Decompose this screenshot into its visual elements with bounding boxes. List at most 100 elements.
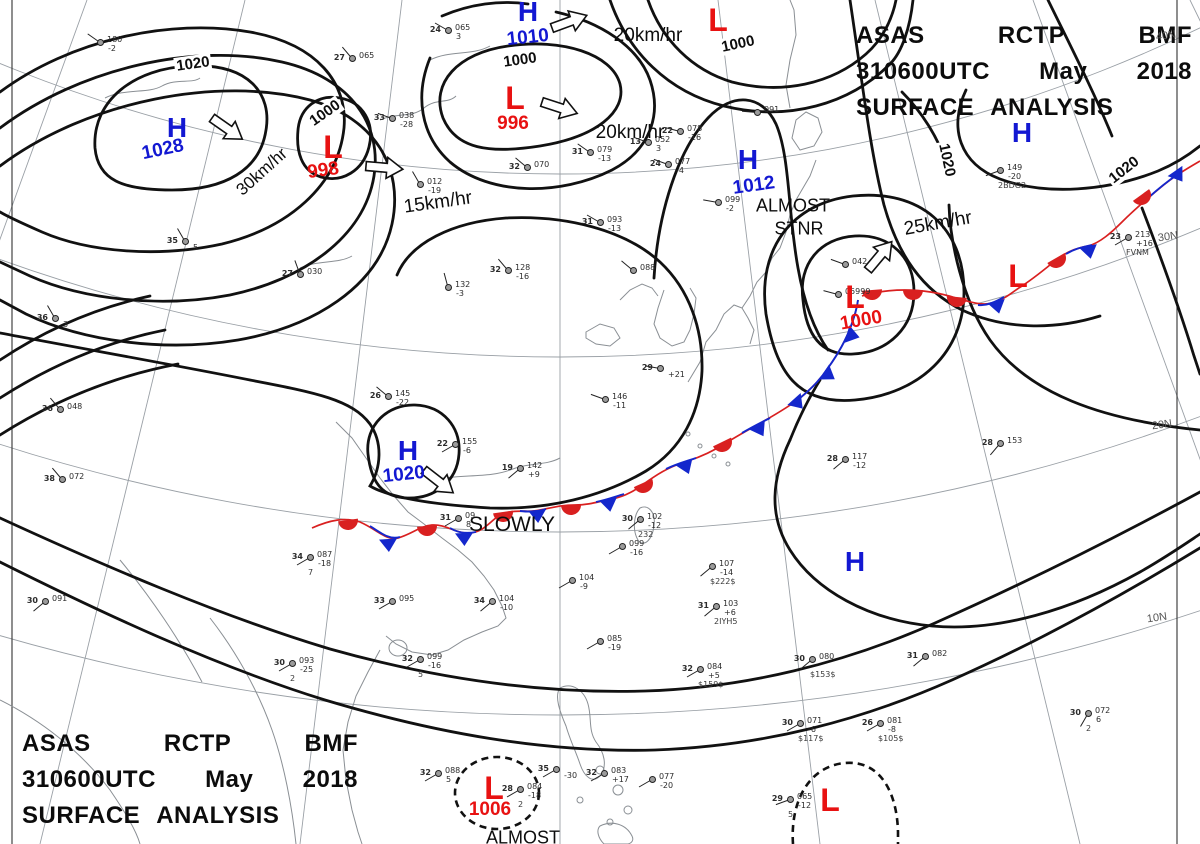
station-circle-icon — [389, 598, 396, 605]
station-circle-icon — [553, 766, 560, 773]
station-circle-icon — [842, 261, 849, 268]
low-symbol: L — [708, 2, 728, 38]
station-circle-icon — [517, 786, 524, 793]
station-circle-icon — [787, 796, 794, 803]
title-token: BMF — [304, 730, 358, 757]
station-circle-icon — [435, 770, 442, 777]
high-pressure-center: H 1012 — [732, 144, 777, 199]
high-symbol: H — [737, 144, 759, 175]
station-circle-icon — [997, 167, 1004, 174]
title-token: ASAS — [22, 730, 91, 757]
station-circle-icon — [709, 563, 716, 570]
station-circle-icon — [922, 653, 929, 660]
title-token: May — [205, 766, 254, 793]
station-circle-icon — [665, 161, 672, 168]
movement-label-slowly: SLOWLY — [469, 513, 555, 536]
station-circle-icon — [417, 181, 424, 188]
station-circle-icon — [619, 543, 626, 550]
dashed-isobars — [453, 755, 900, 844]
low-symbol: L — [323, 129, 343, 165]
pressure-value: 1006 — [468, 799, 512, 820]
chart-title-top-right: ASAS RCTP BMF 310600UTC May 2018 SURFACE… — [856, 18, 1192, 126]
high-pressure-center: H 1020 — [382, 437, 426, 488]
pressure-value: 1020 — [381, 461, 427, 488]
station-circle-icon — [713, 603, 720, 610]
title-token: RCTP — [163, 730, 232, 757]
station-circle-icon — [715, 199, 722, 206]
station-circle-icon — [997, 440, 1004, 447]
low-pressure-center: L 1006 — [469, 770, 511, 820]
pressure-value: 998 — [305, 157, 341, 184]
low-symbol: L — [820, 782, 840, 818]
low-pressure-center: L — [708, 2, 728, 38]
high-pressure-center: H — [1011, 117, 1033, 148]
speed-label: 20km/hr — [613, 25, 683, 46]
low-symbol: L — [484, 770, 504, 806]
stationary-front — [311, 160, 1200, 552]
speed-label: 20km/hr — [595, 122, 665, 143]
station-circle-icon — [349, 55, 356, 62]
title-line-3: SURFACE ANALYSIS — [856, 90, 1192, 126]
title-token: ASAS — [856, 22, 925, 49]
station-circle-icon — [842, 456, 849, 463]
station-circle-icon — [385, 393, 392, 400]
title-line-2: 310600UTC May 2018 — [856, 54, 1192, 90]
station-circle-icon — [97, 39, 104, 46]
warm-front-semicircles — [338, 189, 1151, 536]
high-symbol: H — [1011, 117, 1033, 148]
title-token: BMF — [1138, 22, 1192, 49]
pressure-value: 996 — [497, 113, 529, 134]
title-token: RCTP — [997, 22, 1066, 49]
station-circle-icon — [877, 720, 884, 727]
low-symbol: L — [1008, 258, 1028, 294]
high-pressure-center: H 1010 — [506, 0, 550, 50]
title-token: SURFACE — [856, 94, 975, 121]
title-token: ANALYSIS — [156, 802, 280, 829]
low-pressure-center: L — [820, 782, 840, 818]
station-circle-icon — [289, 660, 296, 667]
station-circle-icon — [445, 27, 452, 34]
low-symbol: L — [505, 80, 525, 116]
station-circle-icon — [445, 284, 452, 291]
chart-title-bottom-left: ASAS RCTP BMF 310600UTC May 2018 SURFACE… — [22, 726, 358, 834]
station-circle-icon — [587, 149, 594, 156]
station-circle-icon — [455, 515, 462, 522]
station-circle-icon — [489, 598, 496, 605]
station-circle-icon — [697, 666, 704, 673]
station-circle-icon — [630, 267, 637, 274]
station-circle-icon — [637, 516, 644, 523]
station-circle-icon — [182, 238, 189, 245]
low-pressure-center: L 1000 — [838, 281, 883, 335]
station-circle-icon — [645, 139, 652, 146]
title-line-2: 310600UTC May 2018 — [22, 762, 358, 798]
station-circle-icon — [297, 271, 304, 278]
station-circle-icon — [307, 554, 314, 561]
station-circle-icon — [1125, 234, 1132, 241]
title-token: SURFACE — [22, 802, 141, 829]
high-pressure-center: H 1028 — [140, 112, 188, 165]
station-circle-icon — [42, 598, 49, 605]
station-circle-icon — [52, 315, 59, 322]
title-token: May — [1039, 58, 1088, 85]
station-circle-icon — [517, 465, 524, 472]
title-token: 310600UTC — [22, 766, 156, 793]
high-symbol: H — [166, 112, 188, 143]
station-circle-icon — [597, 219, 604, 226]
station-circle-icon — [59, 476, 66, 483]
movement-arrows — [208, 9, 893, 494]
high-symbol: H — [844, 546, 866, 577]
station-circle-icon — [597, 638, 604, 645]
title-token: ANALYSIS — [990, 94, 1114, 121]
station-circle-icon — [417, 656, 424, 663]
station-circle-icon — [505, 267, 512, 274]
map-frame — [11, 0, 1178, 844]
station-circle-icon — [677, 128, 684, 135]
title-line-1: ASAS RCTP BMF — [22, 726, 358, 762]
station-circle-icon — [452, 441, 459, 448]
high-pressure-center: H — [844, 546, 866, 577]
station-circle-icon — [524, 164, 531, 171]
station-circle-icon — [809, 656, 816, 663]
